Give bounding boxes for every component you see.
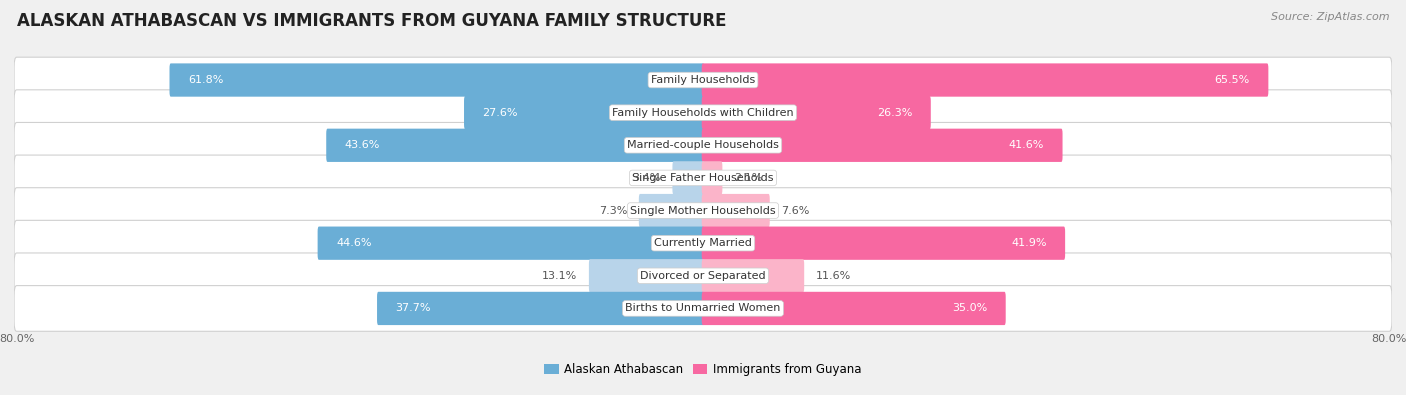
Text: 35.0%: 35.0% bbox=[952, 303, 987, 314]
Text: 41.6%: 41.6% bbox=[1008, 140, 1045, 150]
Text: 80.0%: 80.0% bbox=[0, 335, 34, 344]
Text: 26.3%: 26.3% bbox=[877, 108, 912, 118]
FancyBboxPatch shape bbox=[14, 220, 1392, 266]
Text: 7.6%: 7.6% bbox=[782, 205, 810, 216]
Text: 2.1%: 2.1% bbox=[734, 173, 762, 183]
Text: Single Mother Households: Single Mother Households bbox=[630, 205, 776, 216]
Text: ALASKAN ATHABASCAN VS IMMIGRANTS FROM GUYANA FAMILY STRUCTURE: ALASKAN ATHABASCAN VS IMMIGRANTS FROM GU… bbox=[17, 12, 727, 30]
FancyBboxPatch shape bbox=[14, 90, 1392, 135]
Text: Married-couple Households: Married-couple Households bbox=[627, 140, 779, 150]
Text: 44.6%: 44.6% bbox=[336, 238, 371, 248]
Text: Family Households: Family Households bbox=[651, 75, 755, 85]
FancyBboxPatch shape bbox=[702, 227, 1066, 260]
FancyBboxPatch shape bbox=[702, 292, 1005, 325]
Text: Family Households with Children: Family Households with Children bbox=[612, 108, 794, 118]
FancyBboxPatch shape bbox=[14, 155, 1392, 201]
FancyBboxPatch shape bbox=[170, 63, 704, 97]
Text: 3.4%: 3.4% bbox=[633, 173, 661, 183]
Text: Currently Married: Currently Married bbox=[654, 238, 752, 248]
Text: Source: ZipAtlas.com: Source: ZipAtlas.com bbox=[1271, 12, 1389, 22]
FancyBboxPatch shape bbox=[702, 129, 1063, 162]
FancyBboxPatch shape bbox=[377, 292, 704, 325]
FancyBboxPatch shape bbox=[702, 63, 1268, 97]
Text: Divorced or Separated: Divorced or Separated bbox=[640, 271, 766, 281]
Text: 13.1%: 13.1% bbox=[543, 271, 578, 281]
FancyBboxPatch shape bbox=[14, 188, 1392, 233]
FancyBboxPatch shape bbox=[14, 122, 1392, 168]
FancyBboxPatch shape bbox=[638, 194, 704, 227]
Text: 27.6%: 27.6% bbox=[482, 108, 517, 118]
Legend: Alaskan Athabascan, Immigrants from Guyana: Alaskan Athabascan, Immigrants from Guya… bbox=[540, 358, 866, 381]
FancyBboxPatch shape bbox=[702, 259, 804, 292]
FancyBboxPatch shape bbox=[702, 161, 723, 195]
FancyBboxPatch shape bbox=[702, 194, 769, 227]
FancyBboxPatch shape bbox=[702, 96, 931, 129]
FancyBboxPatch shape bbox=[589, 259, 704, 292]
Text: 65.5%: 65.5% bbox=[1215, 75, 1250, 85]
Text: Single Father Households: Single Father Households bbox=[633, 173, 773, 183]
FancyBboxPatch shape bbox=[14, 253, 1392, 299]
FancyBboxPatch shape bbox=[326, 129, 704, 162]
Text: 43.6%: 43.6% bbox=[344, 140, 380, 150]
Text: 80.0%: 80.0% bbox=[1372, 335, 1406, 344]
Text: 11.6%: 11.6% bbox=[815, 271, 851, 281]
Text: 7.3%: 7.3% bbox=[599, 205, 627, 216]
FancyBboxPatch shape bbox=[14, 57, 1392, 103]
FancyBboxPatch shape bbox=[14, 286, 1392, 331]
Text: 37.7%: 37.7% bbox=[395, 303, 432, 314]
Text: 61.8%: 61.8% bbox=[188, 75, 224, 85]
Text: Births to Unmarried Women: Births to Unmarried Women bbox=[626, 303, 780, 314]
FancyBboxPatch shape bbox=[318, 227, 704, 260]
FancyBboxPatch shape bbox=[464, 96, 704, 129]
FancyBboxPatch shape bbox=[672, 161, 704, 195]
Text: 41.9%: 41.9% bbox=[1011, 238, 1046, 248]
